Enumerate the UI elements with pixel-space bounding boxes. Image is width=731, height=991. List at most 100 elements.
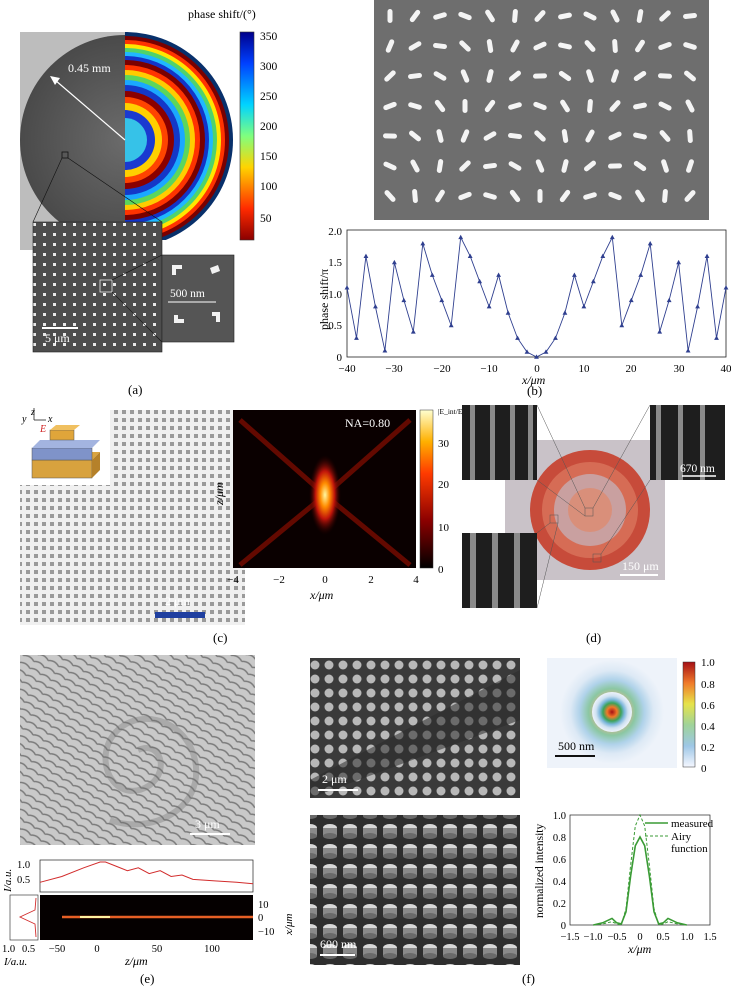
inset-marker <box>61 151 69 159</box>
svg-text:10: 10 <box>579 363 591 375</box>
panel-a-colorbar-title: phase shift/(°) <box>188 7 256 21</box>
nanoantenna <box>612 39 618 53</box>
panel-f-sem-bottom <box>310 815 520 965</box>
panel-c-ylabel: z/μm <box>212 482 226 506</box>
phase-marker <box>467 253 473 258</box>
nanoantenna <box>686 159 694 173</box>
svg-text:−20: −20 <box>433 363 451 375</box>
nanoantenna <box>534 130 546 142</box>
nanoantenna <box>412 189 418 203</box>
nanoantenna <box>512 9 518 23</box>
phase-marker <box>714 335 719 340</box>
nanoantenna <box>560 99 570 113</box>
svg-text:−50: −50 <box>49 944 65 955</box>
panel-f-yticks: 0 0.2 0.4 0.6 0.8 1.0 <box>553 811 567 932</box>
panel-b-sem <box>374 0 709 220</box>
svg-text:1.5: 1.5 <box>328 257 342 269</box>
svg-text:x: x <box>47 414 53 425</box>
phase-marker <box>534 354 539 359</box>
svg-text:40: 40 <box>721 363 731 375</box>
panel-c-scale-bar <box>155 612 205 618</box>
svg-text:100: 100 <box>204 944 220 955</box>
svg-text:E: E <box>39 424 46 435</box>
svg-text:Airy: Airy <box>671 831 692 843</box>
svg-text:z: z <box>30 407 35 418</box>
phase-marker <box>496 272 501 277</box>
svg-text:250: 250 <box>260 91 278 103</box>
svg-text:50: 50 <box>260 213 272 225</box>
panel-e-xlabel: z/μm <box>124 954 148 968</box>
phase-marker <box>657 329 663 334</box>
panel-e-intensity-frame <box>39 859 254 893</box>
nanoantenna <box>433 12 447 20</box>
panel-e-yticks-top: 1.0 0.5 <box>17 860 30 886</box>
nanoantenna <box>436 159 444 173</box>
nanoantenna <box>509 189 521 203</box>
svg-text:10: 10 <box>258 900 269 911</box>
svg-text:0.4: 0.4 <box>553 877 567 888</box>
panel-f-colorbar <box>682 661 696 768</box>
phase-marker <box>391 259 397 265</box>
svg-text:0: 0 <box>337 352 343 364</box>
svg-text:300: 300 <box>260 61 278 73</box>
panel-c-xticks: −4 −2 0 2 4 <box>227 574 419 586</box>
nanoantenna <box>636 9 644 23</box>
nanoantenna <box>658 101 672 111</box>
panel-e-left-ticks: 1.0 0.5 <box>2 944 35 955</box>
nanoantenna <box>460 69 470 83</box>
panel-f-spot-scale-label: 500 nm <box>558 739 595 753</box>
phase-marker <box>458 234 464 240</box>
nanoantenna <box>584 40 596 52</box>
nanoantenna <box>483 131 497 141</box>
nanoantenna <box>561 159 569 173</box>
panel-e-right-label: x/μm <box>283 914 295 936</box>
svg-text:200: 200 <box>260 121 278 133</box>
panel-e-ylabel-top: I/a.u. <box>2 869 14 893</box>
svg-text:20: 20 <box>626 363 638 375</box>
nanoantenna <box>685 99 695 113</box>
panel-f: 2 μm 600 nm 500 nm 1.0 0.8 0.6 0.4 0.2 0… <box>310 657 717 986</box>
svg-text:20: 20 <box>438 479 450 491</box>
svg-text:0: 0 <box>534 363 540 375</box>
nanoantenna <box>436 129 444 143</box>
nanoantenna <box>587 99 593 113</box>
phase-marker <box>723 285 729 290</box>
nanoantenna <box>385 39 395 53</box>
panel-f-colorbar-ticks: 1.0 0.8 0.6 0.4 0.2 0 <box>701 657 715 775</box>
phase-marker <box>439 297 445 303</box>
panel-e-left-profile <box>9 894 39 941</box>
nanoantenna <box>462 99 468 113</box>
nanoantenna <box>483 162 497 170</box>
nanoantenna <box>584 160 596 172</box>
nanoantenna <box>683 13 697 19</box>
svg-text:−40: −40 <box>338 363 356 375</box>
nanoantenna <box>633 160 647 172</box>
phase-marker <box>429 272 435 277</box>
phase-marker <box>344 285 350 290</box>
nanoantenna <box>409 9 421 23</box>
svg-text:0: 0 <box>322 574 328 586</box>
panel-a-label: (a) <box>128 382 142 397</box>
l-shaped-antennas <box>172 265 220 323</box>
panel-b-xticks: −40 −30 −20 −10 0 10 20 30 40 <box>338 363 731 375</box>
nanoantenna <box>658 73 672 79</box>
svg-text:−10: −10 <box>480 363 498 375</box>
phase-marker <box>410 329 416 334</box>
svg-text:2: 2 <box>368 574 374 586</box>
svg-text:−30: −30 <box>385 363 403 375</box>
phase-marker <box>543 349 549 354</box>
nanoantenna <box>662 189 668 203</box>
nanoantenna <box>533 101 547 111</box>
phase-marker <box>420 241 426 246</box>
panel-f-xlabel: x/μm <box>627 942 652 956</box>
svg-text:0: 0 <box>438 564 444 576</box>
panel-e-left-label: I/a.u. <box>3 956 27 968</box>
phase-marker <box>401 297 407 303</box>
panel-d: 150 μm 670 nm (d) <box>462 404 725 645</box>
svg-text:−1.5: −1.5 <box>560 932 579 943</box>
svg-text:0.6: 0.6 <box>701 700 715 712</box>
phase-marker <box>363 253 369 258</box>
panel-b-xlabel: x/μm <box>521 373 546 387</box>
phase-marker <box>685 348 691 353</box>
